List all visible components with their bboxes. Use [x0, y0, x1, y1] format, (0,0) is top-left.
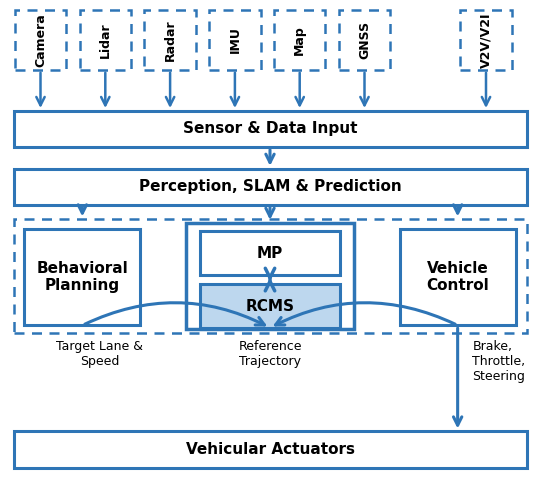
Text: Vehicular Actuators: Vehicular Actuators	[186, 442, 354, 457]
Text: Map: Map	[293, 25, 306, 54]
Text: Target Lane &
Speed: Target Lane & Speed	[56, 340, 144, 368]
FancyBboxPatch shape	[14, 169, 526, 205]
Text: Sensor & Data Input: Sensor & Data Input	[183, 121, 357, 136]
FancyBboxPatch shape	[14, 431, 526, 468]
FancyBboxPatch shape	[200, 231, 340, 275]
Text: MP: MP	[257, 245, 283, 261]
Text: Perception, SLAM & Prediction: Perception, SLAM & Prediction	[139, 179, 401, 194]
FancyBboxPatch shape	[200, 284, 340, 328]
FancyBboxPatch shape	[186, 223, 354, 329]
FancyBboxPatch shape	[24, 229, 140, 325]
Text: V2V/V2I: V2V/V2I	[480, 12, 492, 67]
Text: Radar: Radar	[164, 19, 177, 61]
Text: IMU: IMU	[228, 27, 241, 53]
Text: GNSS: GNSS	[358, 21, 371, 59]
Text: RCMS: RCMS	[246, 298, 294, 314]
Text: Camera: Camera	[34, 13, 47, 67]
Text: Vehicle
Control: Vehicle Control	[426, 261, 489, 294]
Text: Behavioral
Planning: Behavioral Planning	[37, 261, 128, 294]
Text: Lidar: Lidar	[99, 22, 112, 57]
Text: Reference
Trajectory: Reference Trajectory	[238, 340, 302, 368]
Text: Brake,
Throttle,
Steering: Brake, Throttle, Steering	[472, 340, 525, 383]
FancyBboxPatch shape	[14, 111, 526, 147]
FancyBboxPatch shape	[400, 229, 516, 325]
